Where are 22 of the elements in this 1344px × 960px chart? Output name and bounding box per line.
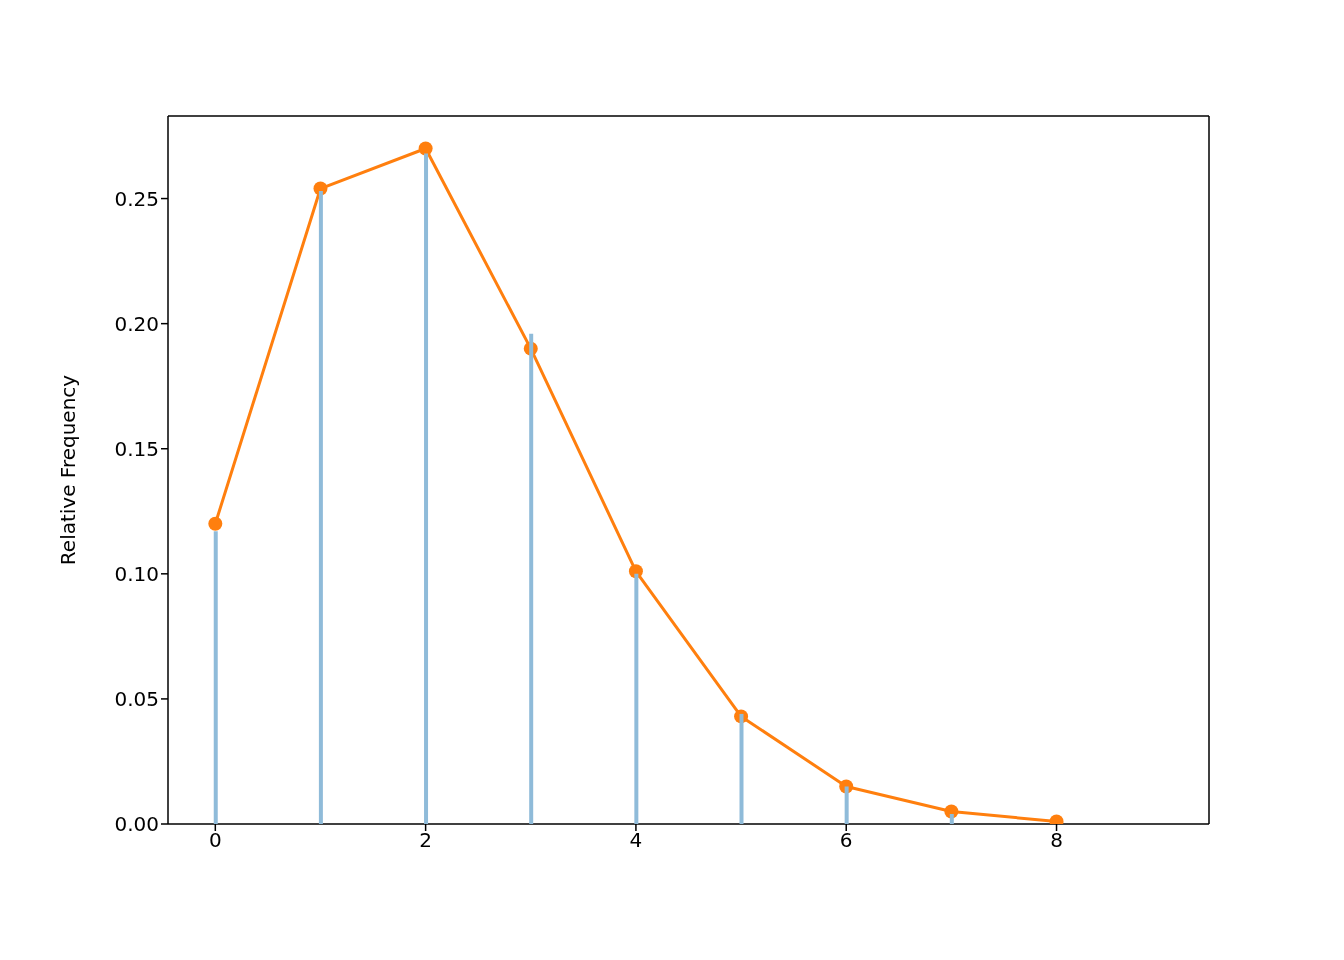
- point: [418, 141, 433, 156]
- bar: [424, 153, 429, 824]
- x-tick-label: 6: [839, 828, 853, 853]
- x-tick-label: 0: [208, 828, 222, 853]
- bar: [844, 786, 849, 824]
- bar: [318, 191, 323, 824]
- y-tick-label: 0.10: [114, 561, 159, 586]
- y-tick-label: 0.25: [114, 186, 159, 211]
- bar: [949, 813, 954, 824]
- x-tick-label: 2: [419, 828, 432, 853]
- y-tick-label: 0.00: [114, 812, 159, 837]
- x-tick-label: 4: [629, 828, 643, 853]
- y-tick-label: 0.05: [114, 687, 159, 712]
- y-tick-label: 0.15: [114, 436, 159, 461]
- bar: [739, 713, 744, 824]
- y-axis-title: Relative Frequency: [56, 374, 81, 566]
- point: [208, 516, 223, 531]
- bar: [634, 573, 639, 824]
- bar: [529, 333, 534, 824]
- x-tick-label: 8: [1050, 828, 1063, 853]
- y-tick-label: 0.20: [114, 311, 159, 336]
- bar: [213, 531, 218, 824]
